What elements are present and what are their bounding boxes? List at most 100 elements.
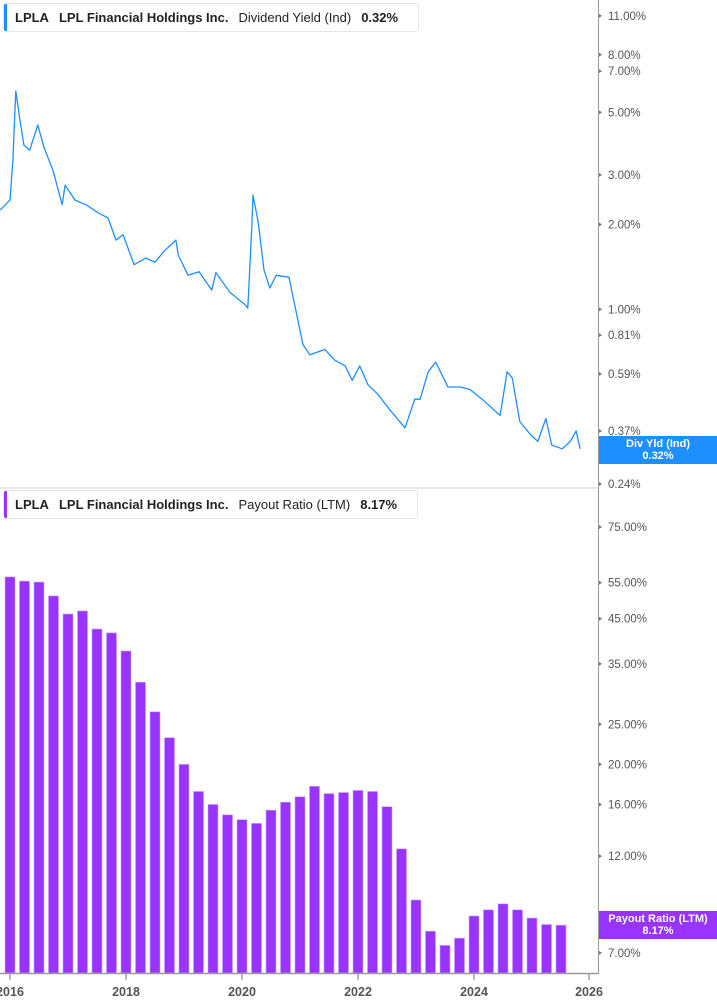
dividend-yield-line — [0, 90, 581, 450]
yield-axis-tick-label: 7.00% — [608, 66, 641, 78]
series-color-marker — [4, 491, 7, 518]
legend-value: 0.32% — [361, 10, 399, 25]
current-payout-badge: Payout Ratio (LTM) 8.17% — [599, 911, 717, 939]
payout-bar — [352, 790, 364, 974]
payout-axis-tick-label: 75.00% — [608, 522, 647, 534]
payout-bar — [367, 791, 378, 974]
payout-bar — [19, 580, 30, 974]
payout-bar — [62, 613, 74, 974]
legend-company: LPL Financial Holdings Inc. — [58, 10, 229, 25]
yield-axis-tick-label: 0.24% — [608, 479, 641, 491]
payout-axis-tick-mark — [599, 802, 602, 807]
payout-axis-tick-label: 7.00% — [608, 948, 641, 960]
payout-bar — [280, 801, 291, 974]
payout-bar — [454, 937, 465, 974]
payout-bar — [222, 814, 233, 974]
dividend-yield-line-layer — [0, 90, 581, 450]
payout-bar — [193, 791, 204, 974]
bottom-legend: LPLA LPL Financial Holdings Inc. Payout … — [3, 490, 419, 519]
payout-bar — [541, 924, 552, 974]
payout-axis-tick-mark — [599, 762, 602, 767]
payout-bar — [439, 945, 451, 974]
legend-ticker: LPLA — [15, 10, 49, 25]
legend-metric: Payout Ratio (LTM) — [238, 497, 351, 512]
payout-axis-tick-label: 45.00% — [608, 614, 647, 626]
payout-bar — [207, 804, 219, 974]
payout-bar — [251, 823, 262, 974]
x-tick-label: 2026 — [575, 985, 603, 999]
payout-bar — [512, 909, 523, 974]
payout-bar — [526, 917, 538, 974]
payout-bar — [236, 819, 248, 974]
yield-axis-tick-label: 0.81% — [608, 330, 641, 342]
payout-axis-tick-label: 35.00% — [608, 659, 647, 671]
yield-axis-tick-label: 11.00% — [608, 11, 646, 23]
payout-bar — [4, 576, 16, 974]
x-tick-label: 2016 — [0, 985, 24, 999]
series-color-marker — [4, 4, 7, 31]
yield-axis-tick-label: 8.00% — [608, 50, 641, 62]
badge-value: 0.32% — [642, 450, 674, 462]
yield-axis-tick-label: 0.37% — [608, 426, 641, 438]
x-tick-label: 2022 — [344, 985, 372, 999]
payout-bar — [309, 786, 320, 974]
current-yield-badge: Div Yld (Ind) 0.32% — [599, 436, 717, 464]
yield-axis-tick-mark — [599, 13, 602, 18]
x-tick-label: 2018 — [112, 985, 140, 999]
yield-axis-tick-mark — [599, 307, 602, 312]
payout-bar — [381, 806, 393, 974]
payout-bar — [91, 628, 103, 974]
x-tick-label: 2020 — [228, 985, 256, 999]
payout-axis-tick-mark — [599, 950, 602, 955]
payout-axis-tick-label: 55.00% — [608, 578, 647, 590]
payout-bar — [294, 796, 306, 974]
yield-axis-tick-mark — [599, 172, 602, 177]
payout-axis-tick-label: 16.00% — [608, 799, 647, 811]
badge-label: Payout Ratio (LTM) — [608, 913, 708, 925]
yield-axis-tick-mark — [599, 371, 602, 376]
payout-axis-tick-mark — [599, 854, 602, 859]
payout-axis-tick-mark — [599, 661, 602, 666]
yield-axis-tick-label: 2.00% — [608, 219, 641, 231]
payout-axis-tick-mark — [599, 722, 602, 727]
payout-bar — [33, 581, 45, 974]
top-y-axis: 11.00% 8.00% 7.00% 5.00% 3.00% 2.00% 1.00% 0.81… — [599, 11, 646, 491]
yield-axis-tick-label: 3.00% — [608, 170, 641, 182]
badge-label: Div Yld (Ind) — [626, 438, 690, 450]
payout-bar — [120, 650, 132, 974]
payout-bar — [483, 909, 494, 974]
badge-value: 8.17% — [642, 925, 674, 937]
payout-bar — [323, 793, 335, 974]
yield-axis-tick-mark — [599, 333, 602, 338]
legend-value: 8.17% — [360, 497, 398, 512]
payout-axis-tick-mark — [599, 525, 602, 529]
payout-bar — [468, 915, 480, 974]
yield-axis-tick-label: 1.00% — [608, 304, 641, 316]
yield-axis-tick-mark — [599, 222, 602, 227]
payout-axis-tick-label: 20.00% — [608, 759, 647, 771]
payout-bar — [135, 681, 146, 974]
payout-bar — [149, 711, 161, 974]
payout-bar — [396, 848, 407, 974]
payout-axis-tick-mark — [599, 616, 602, 621]
bottom-y-axis: 75.00% 55.00% 45.00% 35.00% 25.00% 20.00% 16.0… — [599, 522, 647, 960]
legend-company: LPL Financial Holdings Inc. — [58, 497, 229, 512]
payout-bar — [77, 610, 88, 974]
payout-bar — [425, 930, 436, 974]
payout-bar — [48, 595, 59, 974]
x-axis: 2016 2018 2020 2022 2024 2026 — [0, 974, 603, 999]
payout-bars-layer — [4, 576, 567, 974]
top-legend: LPLA LPL Financial Holdings Inc. Dividen… — [3, 3, 420, 32]
yield-axis-tick-mark — [599, 52, 602, 57]
payout-bar — [164, 737, 175, 974]
payout-axis-tick-label: 12.00% — [608, 851, 647, 863]
yield-axis-tick-mark — [599, 429, 602, 434]
yield-axis-tick-label: 0.59% — [608, 369, 641, 381]
payout-bar — [265, 809, 277, 974]
yield-axis-tick-mark — [599, 110, 602, 115]
payout-bar — [338, 792, 349, 974]
yield-axis-tick-label: 5.00% — [608, 107, 641, 119]
payout-bar — [106, 632, 117, 974]
payout-axis-tick-mark — [599, 580, 602, 585]
